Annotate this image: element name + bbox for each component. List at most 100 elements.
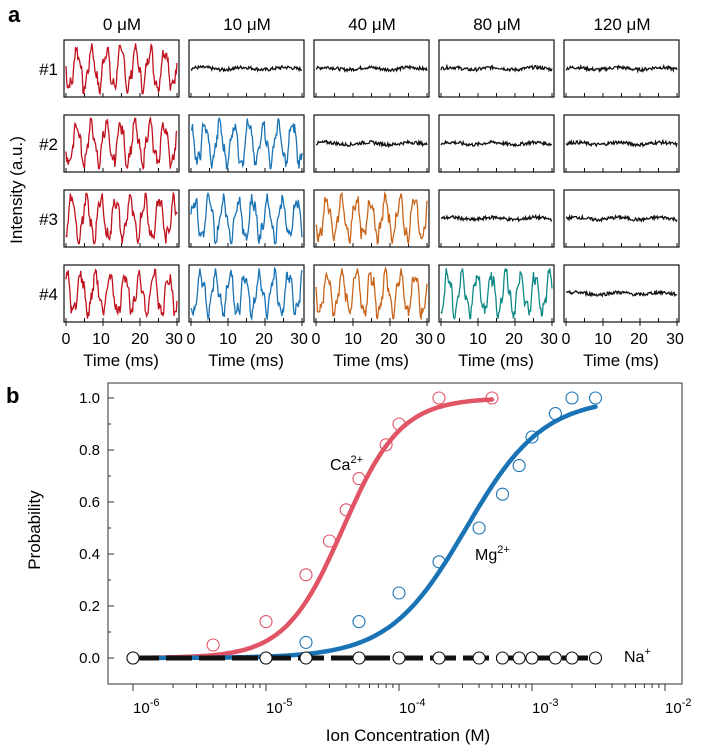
trace-panel-r1-c4 <box>438 39 555 98</box>
y-axis-tick-labels: 0.0 0.2 0.4 0.6 0.8 1.0 <box>79 390 100 667</box>
data-point-ca <box>352 472 366 486</box>
trace-panel-r4-c2 <box>188 264 305 323</box>
data-point-mg <box>525 430 539 444</box>
data-point-mg <box>548 407 562 421</box>
data-point-mg <box>299 635 313 649</box>
trace-panel-r3-c5 <box>563 189 680 248</box>
panel-b: b Probability Ion Concentration (M) 0.0 … <box>6 382 691 745</box>
time-tick-label: 10 <box>469 331 487 348</box>
data-point-mg <box>512 459 526 473</box>
data-points <box>126 391 603 665</box>
trace-panel-r4-c3 <box>313 264 430 323</box>
time-ticks-col-3: 0 10 20 30 Time (ms) <box>312 331 433 370</box>
data-point-ca <box>392 417 406 431</box>
x-axis-ticks <box>132 684 666 691</box>
data-point-na <box>548 651 562 665</box>
trace-panel-r1-c2 <box>188 39 305 98</box>
column-label-4: 80 μM <box>473 15 521 34</box>
data-point-ca <box>259 615 273 629</box>
trace-panel-r2-c4 <box>438 114 555 173</box>
data-point-ca <box>432 391 446 405</box>
row-label-3: #3 <box>39 210 58 229</box>
time-tick-label: 30 <box>540 331 558 348</box>
time-xlabel: Time (ms) <box>208 351 284 370</box>
trace-panel-r2-c1 <box>63 114 180 173</box>
intensity-trace <box>440 268 553 320</box>
data-point-na <box>126 651 140 665</box>
x-axis-tick-labels: 10-6 10-5 10-4 10-3 10-2 <box>133 697 691 717</box>
series-label-mg: Mg2+ <box>475 544 510 564</box>
data-point-mg <box>392 586 406 600</box>
data-point-na <box>525 651 539 665</box>
time-tick-label: 0 <box>437 331 446 348</box>
data-point-na <box>259 651 273 665</box>
intensity-trace <box>440 139 553 148</box>
time-tick-label: 10 <box>92 331 110 348</box>
y-tick-label: 0.2 <box>79 598 100 615</box>
data-point-ca <box>299 568 313 582</box>
data-point-mg <box>495 487 510 501</box>
panel-a-label: a <box>8 2 21 27</box>
x-tick-label: 10-4 <box>399 697 425 717</box>
trace-grid <box>63 39 680 323</box>
trace-panel-r4-c1 <box>63 264 180 323</box>
data-point-mg <box>352 615 366 629</box>
x-tick-label: 10-6 <box>133 697 159 717</box>
panel-a: a Intensity (a.u.) 0 μM 10 μM 40 μM 80 μ… <box>7 2 684 370</box>
trace-panel-r2-c3 <box>313 114 430 173</box>
data-point-na <box>588 651 603 665</box>
time-tick-label: 20 <box>630 331 648 348</box>
time-tick-label: 0 <box>562 331 571 348</box>
y-tick-label: 0.8 <box>79 442 100 459</box>
data-point-ca <box>485 391 499 405</box>
data-point-mg <box>472 521 486 535</box>
data-point-ca <box>322 534 337 548</box>
intensity-trace <box>190 191 303 245</box>
time-tick-label: 30 <box>415 331 433 348</box>
row-label-1: #1 <box>39 60 58 79</box>
data-point-ca <box>339 503 353 517</box>
data-point-mg <box>588 391 603 405</box>
column-label-2: 10 μM <box>223 15 271 34</box>
data-point-na <box>495 651 510 665</box>
column-label-5: 120 μM <box>593 15 650 34</box>
time-axes: 0 10 20 30 Time (ms) 0 10 20 30 Time (ms… <box>62 322 684 370</box>
time-ticks-col-4: 0 10 20 30 Time (ms) <box>437 331 558 370</box>
intensity-trace <box>65 190 178 245</box>
trace-panel-r3-c1 <box>63 189 180 248</box>
data-point-na <box>512 651 526 665</box>
intensity-trace <box>315 139 428 149</box>
trace-panel-r4-c5 <box>563 264 680 323</box>
y-tick-label: 0.6 <box>79 494 100 511</box>
fit-curve-ca <box>130 397 495 661</box>
y-tick-label: 0.4 <box>79 546 100 563</box>
data-point-na <box>472 651 486 665</box>
trace-panel-r3-c2 <box>188 189 305 248</box>
time-xlabel: Time (ms) <box>458 351 534 370</box>
y-tick-label: 0.0 <box>79 650 100 667</box>
time-xlabel: Time (ms) <box>583 351 659 370</box>
time-tick-label: 20 <box>380 331 398 348</box>
time-tick-label: 0 <box>62 331 71 348</box>
intensity-trace <box>65 268 178 319</box>
data-point-mg <box>432 555 446 569</box>
trace-panel-r4-c4 <box>438 264 555 323</box>
x-axis-title: Ion Concentration (M) <box>326 726 490 745</box>
time-xlabel: Time (ms) <box>83 351 159 370</box>
row-label-2: #2 <box>39 135 58 154</box>
trace-panel-r3-c3 <box>313 189 430 248</box>
x-tick-label: 10-2 <box>665 697 691 717</box>
time-ticks-col-1: 0 10 20 30 Time (ms) <box>62 331 183 370</box>
time-tick-label: 10 <box>594 331 612 348</box>
time-tick-label: 30 <box>290 331 308 348</box>
time-tick-label: 20 <box>131 331 149 348</box>
time-tick-label: 30 <box>666 331 684 348</box>
intensity-trace <box>440 213 553 223</box>
x-tick-label: 10-3 <box>532 697 558 717</box>
panel-a-ylabel: Intensity (a.u.) <box>7 136 26 244</box>
intensity-trace <box>565 213 678 223</box>
time-tick-label: 0 <box>312 331 321 348</box>
intensity-trace <box>190 64 303 73</box>
data-point-na <box>565 651 579 665</box>
